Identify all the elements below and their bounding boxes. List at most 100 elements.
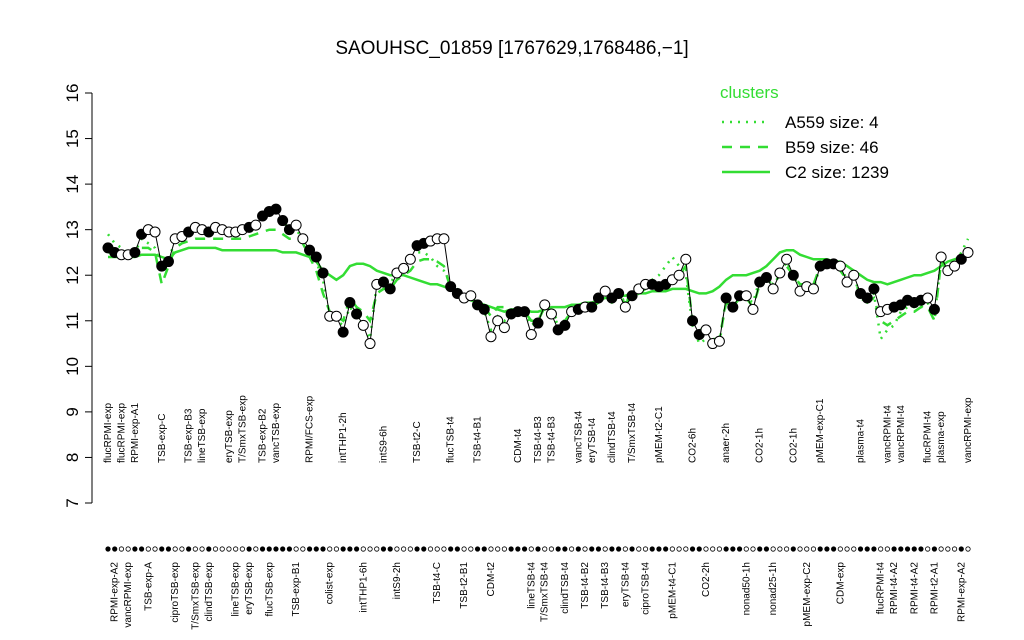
data-point: [290, 219, 302, 231]
rug-dot: [669, 546, 675, 552]
rug-dot: [488, 546, 494, 552]
rug-dot: [515, 546, 521, 552]
x-tick-label: intS9-2h: [392, 562, 403, 599]
x-tick-label: flucRPMI-t4: [876, 562, 887, 615]
x-tick-label: T/SmxTSB-exp: [237, 395, 248, 463]
rug-dot: [703, 546, 709, 552]
x-tick-label: eryTSB-exp: [244, 562, 255, 615]
rug-dot: [340, 546, 346, 552]
y-tick-label: 8: [63, 453, 82, 462]
data-point: [129, 246, 141, 258]
legend-label: A559 size: 4: [785, 113, 879, 132]
x-tick-label: TSB-t4-B1: [473, 416, 484, 463]
rug-dot: [642, 546, 649, 552]
rug-dot: [434, 546, 440, 552]
x-tick-label: clindTSB-t4: [607, 411, 618, 463]
data-point: [774, 267, 786, 279]
rug-dot: [656, 546, 662, 552]
rug-dot: [925, 546, 931, 552]
rug-dot: [105, 546, 111, 552]
rug-dot: [743, 546, 749, 552]
rug-dot: [125, 546, 131, 552]
rug-dot: [246, 546, 252, 552]
data-point: [781, 253, 793, 265]
rug-dot: [884, 546, 890, 552]
rug-dot: [562, 546, 568, 552]
rug-dot: [253, 546, 259, 552]
x-tick-label: eryTSB-t4: [620, 562, 631, 607]
data-point: [478, 303, 490, 315]
rug-dot: [273, 546, 279, 552]
x-tick-label: nonad25-1h: [768, 562, 779, 615]
x-tick-label: pMEM-exp-C2: [802, 562, 813, 627]
data-point: [545, 308, 557, 320]
x-tick-label: ciproTSB-exp: [170, 562, 181, 623]
rug-dot: [206, 546, 212, 552]
rug-dot: [199, 546, 205, 552]
rug-dot: [474, 546, 481, 552]
x-tick-label: RPMI-exp-A2: [110, 562, 121, 622]
rug-dot: [508, 546, 514, 552]
data-point: [928, 303, 940, 315]
x-tick-label: anaer-2h: [721, 423, 732, 463]
x-tick-label: flucRPMI-t4: [923, 410, 934, 463]
rug-dot: [575, 546, 581, 552]
data-point: [525, 328, 537, 340]
y-tick-label: 7: [63, 498, 82, 507]
rug-dot: [824, 546, 830, 552]
rug-dot: [481, 546, 487, 552]
data-point: [720, 292, 732, 304]
rug-dot: [602, 546, 608, 552]
data-point: [404, 253, 416, 265]
rug-dot: [327, 546, 333, 552]
rug-dot: [347, 546, 353, 552]
x-tick-label: CDM-exp: [835, 562, 846, 605]
rug-dot: [159, 546, 165, 552]
data-point: [377, 276, 389, 288]
rug-dot: [239, 546, 245, 552]
rug-dot: [609, 546, 615, 552]
rug-dot: [710, 546, 716, 552]
rug-dot: [306, 546, 313, 552]
data-point: [767, 283, 779, 295]
rug-dot: [898, 546, 904, 552]
data-point: [935, 251, 947, 263]
x-tick-label: RPMI-exp-A2: [956, 562, 967, 622]
x-tick-label: vancRPMI-t4: [882, 405, 893, 463]
y-tick-label: 11: [63, 312, 82, 330]
rug-dot: [192, 546, 198, 552]
rug-dot: [810, 546, 817, 552]
data-point: [310, 251, 322, 263]
data-point: [922, 292, 934, 304]
rug-dot: [931, 546, 938, 552]
rug-dot: [878, 546, 884, 552]
rug-dot: [293, 546, 299, 552]
rug-dot: [649, 546, 655, 552]
x-tick-label: vancRPMI-t4: [896, 405, 907, 463]
data-point: [673, 269, 685, 281]
rug-dot: [461, 546, 467, 552]
x-tick-label: RPMI/FCS-exp: [305, 395, 316, 463]
rug-dot: [501, 546, 508, 552]
x-tick-label: eryTSB-exp: [224, 410, 235, 463]
x-tick-label: RPMI-exp-A1: [130, 403, 141, 463]
x-tick-label: T/SmxTSB-exp: [190, 562, 201, 630]
x-tick-label: flucTSB-t4: [446, 416, 457, 463]
data-point: [613, 287, 625, 299]
x-tick-label: intS9-6h: [378, 426, 389, 463]
y-tick-label: 12: [63, 266, 82, 285]
legend-label: B59 size: 46: [785, 138, 879, 157]
x-tick-label: clindTSB-t4: [560, 562, 571, 614]
data-point: [713, 335, 725, 347]
rug-dot: [696, 546, 702, 552]
rug-dot: [783, 546, 790, 552]
rug-dot: [286, 546, 293, 552]
rug-dot: [837, 546, 843, 552]
rug-dot: [421, 546, 427, 552]
data-point: [498, 322, 510, 334]
rug-dot: [945, 546, 951, 552]
x-tick-label: TSB-t4-B2: [580, 562, 591, 609]
rug-dot: [387, 546, 393, 552]
rug-dot: [374, 546, 380, 552]
